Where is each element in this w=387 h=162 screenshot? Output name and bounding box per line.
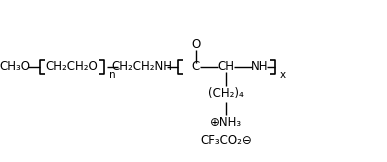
Text: (CH₂)₄: (CH₂)₄	[208, 87, 244, 100]
Text: CH: CH	[217, 60, 235, 74]
Text: CF₃CO₂⊖: CF₃CO₂⊖	[200, 133, 252, 146]
Text: CH₃O: CH₃O	[0, 60, 31, 74]
Text: x: x	[280, 70, 286, 80]
Text: O: O	[192, 37, 200, 51]
Text: n: n	[109, 70, 116, 80]
Text: C: C	[192, 60, 200, 74]
Text: CH₂CH₂O: CH₂CH₂O	[46, 60, 98, 74]
Text: NH: NH	[251, 60, 269, 74]
Text: CH₂CH₂NH: CH₂CH₂NH	[111, 60, 173, 74]
Text: ⊕NH₃: ⊕NH₃	[210, 116, 242, 129]
